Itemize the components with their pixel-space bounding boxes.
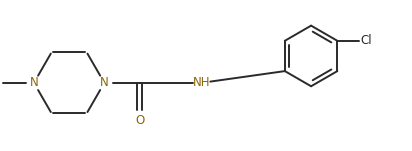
- Text: O: O: [135, 114, 144, 127]
- Text: N: N: [100, 76, 109, 89]
- Text: N: N: [30, 76, 38, 89]
- Text: Cl: Cl: [361, 34, 372, 47]
- Text: NH: NH: [193, 76, 211, 89]
